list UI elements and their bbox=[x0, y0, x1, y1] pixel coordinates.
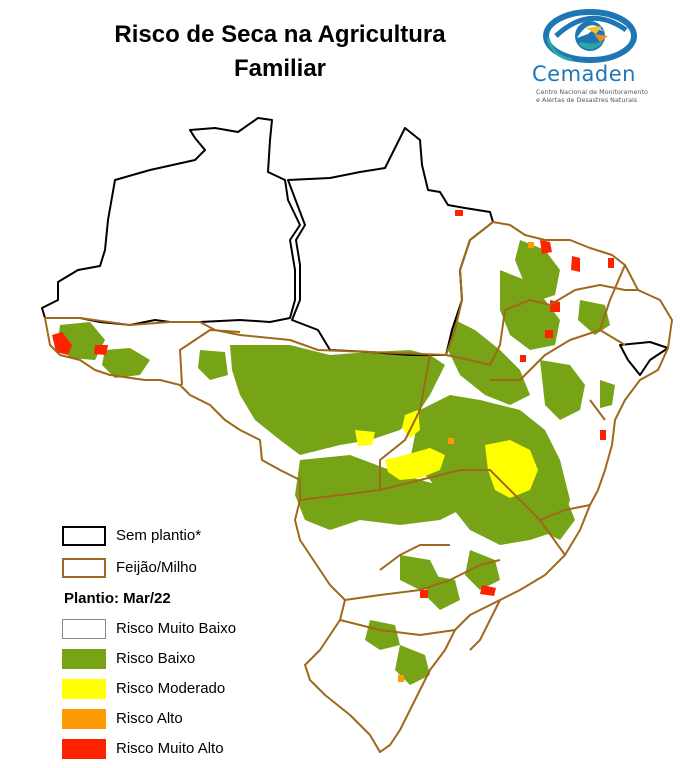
legend-label-no-planting: Sem plantio* bbox=[116, 527, 202, 544]
legend-label-risk-low: Risco Baixo bbox=[116, 650, 196, 667]
logo-wordmark: Cemaden bbox=[532, 62, 636, 86]
legend-swatch-risk-very-low bbox=[62, 619, 106, 639]
legend-swatch-crop bbox=[62, 558, 106, 578]
legend-item-risk-very-high: Risco Muito Alto bbox=[60, 739, 290, 763]
logo-subtitle-line2: e Alertas de Desastres Naturais bbox=[536, 96, 638, 104]
legend-swatch-no-planting bbox=[62, 526, 106, 546]
legend-label-crop: Feijão/Milho bbox=[116, 559, 197, 576]
legend-item-crop: Feijão/Milho bbox=[60, 558, 290, 582]
cemaden-logo-icon bbox=[543, 9, 637, 63]
map-title-line1: Risco de Seca na Agricultura bbox=[114, 21, 446, 48]
legend-label-risk-very-high: Risco Muito Alto bbox=[116, 740, 224, 757]
logo-subtitle-line1: Centro Nacional de Monitoramento bbox=[536, 88, 648, 96]
legend-swatch-risk-very-high bbox=[62, 739, 106, 759]
no-planting-regions bbox=[41, 117, 669, 376]
legend-swatch-risk-low bbox=[62, 649, 106, 669]
map-title-line2: Familiar bbox=[233, 55, 327, 82]
legend-heading-planting: Plantio: Mar/22 bbox=[64, 590, 171, 607]
legend-swatch-risk-moderate bbox=[62, 679, 106, 699]
legend-label-risk-very-low: Risco Muito Baixo bbox=[116, 620, 237, 637]
legend-item-risk-high: Risco Alto bbox=[60, 709, 290, 733]
legend-item-risk-moderate: Risco Moderado bbox=[60, 679, 290, 703]
map-title: Risco de Seca na Agricultura Familiar bbox=[60, 18, 500, 86]
logo-subtitle: Centro Nacional de Monitoramento e Alert… bbox=[536, 88, 666, 104]
legend-item-no-planting: Sem plantio* bbox=[60, 526, 290, 550]
risk-high-areas bbox=[398, 242, 534, 682]
legend-item-risk-low: Risco Baixo bbox=[60, 649, 290, 673]
legend-swatch-risk-high bbox=[62, 709, 106, 729]
legend-label-risk-moderate: Risco Moderado bbox=[116, 680, 226, 697]
legend-label-risk-high: Risco Alto bbox=[116, 710, 183, 727]
crop-region-outlines bbox=[44, 221, 673, 753]
legend-item-risk-very-low: Risco Muito Baixo bbox=[60, 619, 290, 643]
